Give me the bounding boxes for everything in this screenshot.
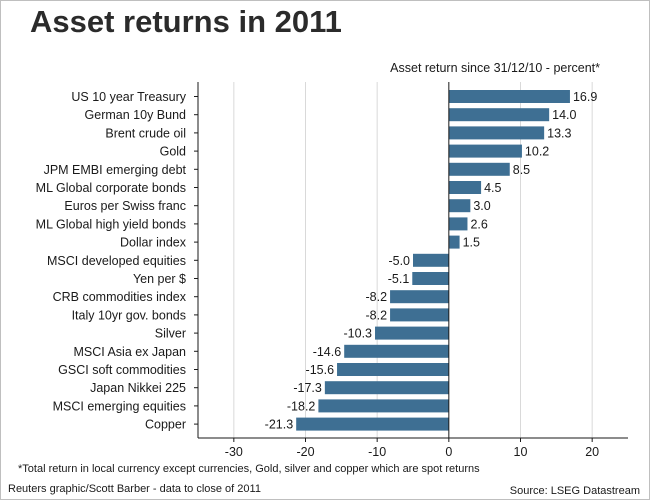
bar bbox=[318, 399, 449, 413]
labels: -30 -20 -10 0 10 20 US 10 year Treasury 16.9 Ger… bbox=[36, 90, 599, 459]
bar bbox=[448, 108, 550, 122]
x-tick-label: -30 bbox=[225, 445, 243, 459]
credit-line: Reuters graphic/Scott Barber - data to c… bbox=[8, 483, 261, 495]
bar bbox=[448, 126, 545, 140]
category-label: Dollar index bbox=[120, 236, 187, 250]
value-label: 16.9 bbox=[573, 90, 597, 104]
category-label: MSCI Asia ex Japan bbox=[73, 345, 186, 359]
value-label: -17.3 bbox=[293, 381, 322, 395]
bar bbox=[344, 344, 449, 358]
category-label: Copper bbox=[145, 418, 186, 432]
value-label: 4.5 bbox=[484, 181, 501, 195]
x-tick-label: 0 bbox=[445, 445, 452, 459]
category-label: Silver bbox=[155, 327, 186, 341]
value-label: 1.5 bbox=[463, 236, 480, 250]
value-label: -5.0 bbox=[388, 254, 410, 268]
footnote: *Total return in local currency except c… bbox=[18, 463, 480, 475]
value-label: 14.0 bbox=[552, 108, 576, 122]
category-label: Euros per Swiss franc bbox=[64, 199, 186, 213]
category-label: Yen per $ bbox=[133, 272, 186, 286]
bar bbox=[448, 235, 460, 249]
bar bbox=[448, 162, 510, 176]
value-label: 3.0 bbox=[473, 199, 490, 213]
x-tick-label: 10 bbox=[514, 445, 528, 459]
value-label: -21.3 bbox=[265, 418, 294, 432]
value-label: 8.5 bbox=[513, 163, 530, 177]
bar bbox=[337, 363, 449, 376]
value-label: 10.2 bbox=[525, 145, 549, 159]
bar bbox=[448, 90, 570, 103]
category-label: GSCI soft commodities bbox=[58, 363, 186, 377]
value-label: -8.2 bbox=[366, 308, 388, 322]
category-label: ML Global high yield bonds bbox=[36, 217, 186, 231]
source-note: Source: LSEG Datastream bbox=[509, 485, 640, 497]
bar bbox=[412, 272, 449, 285]
bar bbox=[448, 181, 482, 194]
category-label: MSCI developed equities bbox=[47, 254, 186, 268]
value-label: 13.3 bbox=[547, 126, 571, 140]
bar bbox=[448, 217, 468, 231]
value-label: 2.6 bbox=[470, 217, 487, 231]
bar bbox=[390, 290, 449, 304]
value-label: -18.2 bbox=[287, 399, 316, 413]
category-label: Brent crude oil bbox=[105, 126, 186, 140]
category-label: Japan Nikkei 225 bbox=[90, 381, 186, 395]
bar bbox=[448, 199, 471, 213]
category-label: ML Global corporate bonds bbox=[36, 181, 186, 195]
x-tick-label: -20 bbox=[296, 445, 314, 459]
category-label: CRB commodities index bbox=[53, 290, 187, 304]
x-tick-label: -10 bbox=[368, 445, 386, 459]
bar bbox=[375, 326, 449, 340]
x-tick-label: 20 bbox=[585, 445, 599, 459]
chart-subtitle: Asset return since 31/12/10 - percent* bbox=[390, 61, 600, 75]
bar bbox=[324, 381, 449, 395]
category-label: German 10y Bund bbox=[85, 108, 186, 122]
gridlines bbox=[233, 82, 593, 438]
category-label: MSCI emerging equities bbox=[53, 399, 186, 413]
value-label: -5.1 bbox=[388, 272, 410, 286]
value-label: -10.3 bbox=[344, 327, 373, 341]
axes bbox=[194, 82, 628, 442]
bars bbox=[296, 90, 570, 431]
category-label: JPM EMBI emerging debt bbox=[44, 163, 187, 177]
bar bbox=[413, 253, 449, 267]
bar bbox=[390, 308, 449, 322]
value-label: -8.2 bbox=[366, 290, 388, 304]
bar bbox=[296, 417, 449, 431]
category-label: US 10 year Treasury bbox=[71, 90, 186, 104]
value-label: -15.6 bbox=[306, 363, 335, 377]
chart-title: Asset returns in 2011 bbox=[30, 4, 342, 39]
bar bbox=[448, 144, 522, 158]
value-label: -14.6 bbox=[313, 345, 342, 359]
category-label: Italy 10yr gov. bonds bbox=[72, 308, 186, 322]
category-label: Gold bbox=[160, 145, 186, 159]
